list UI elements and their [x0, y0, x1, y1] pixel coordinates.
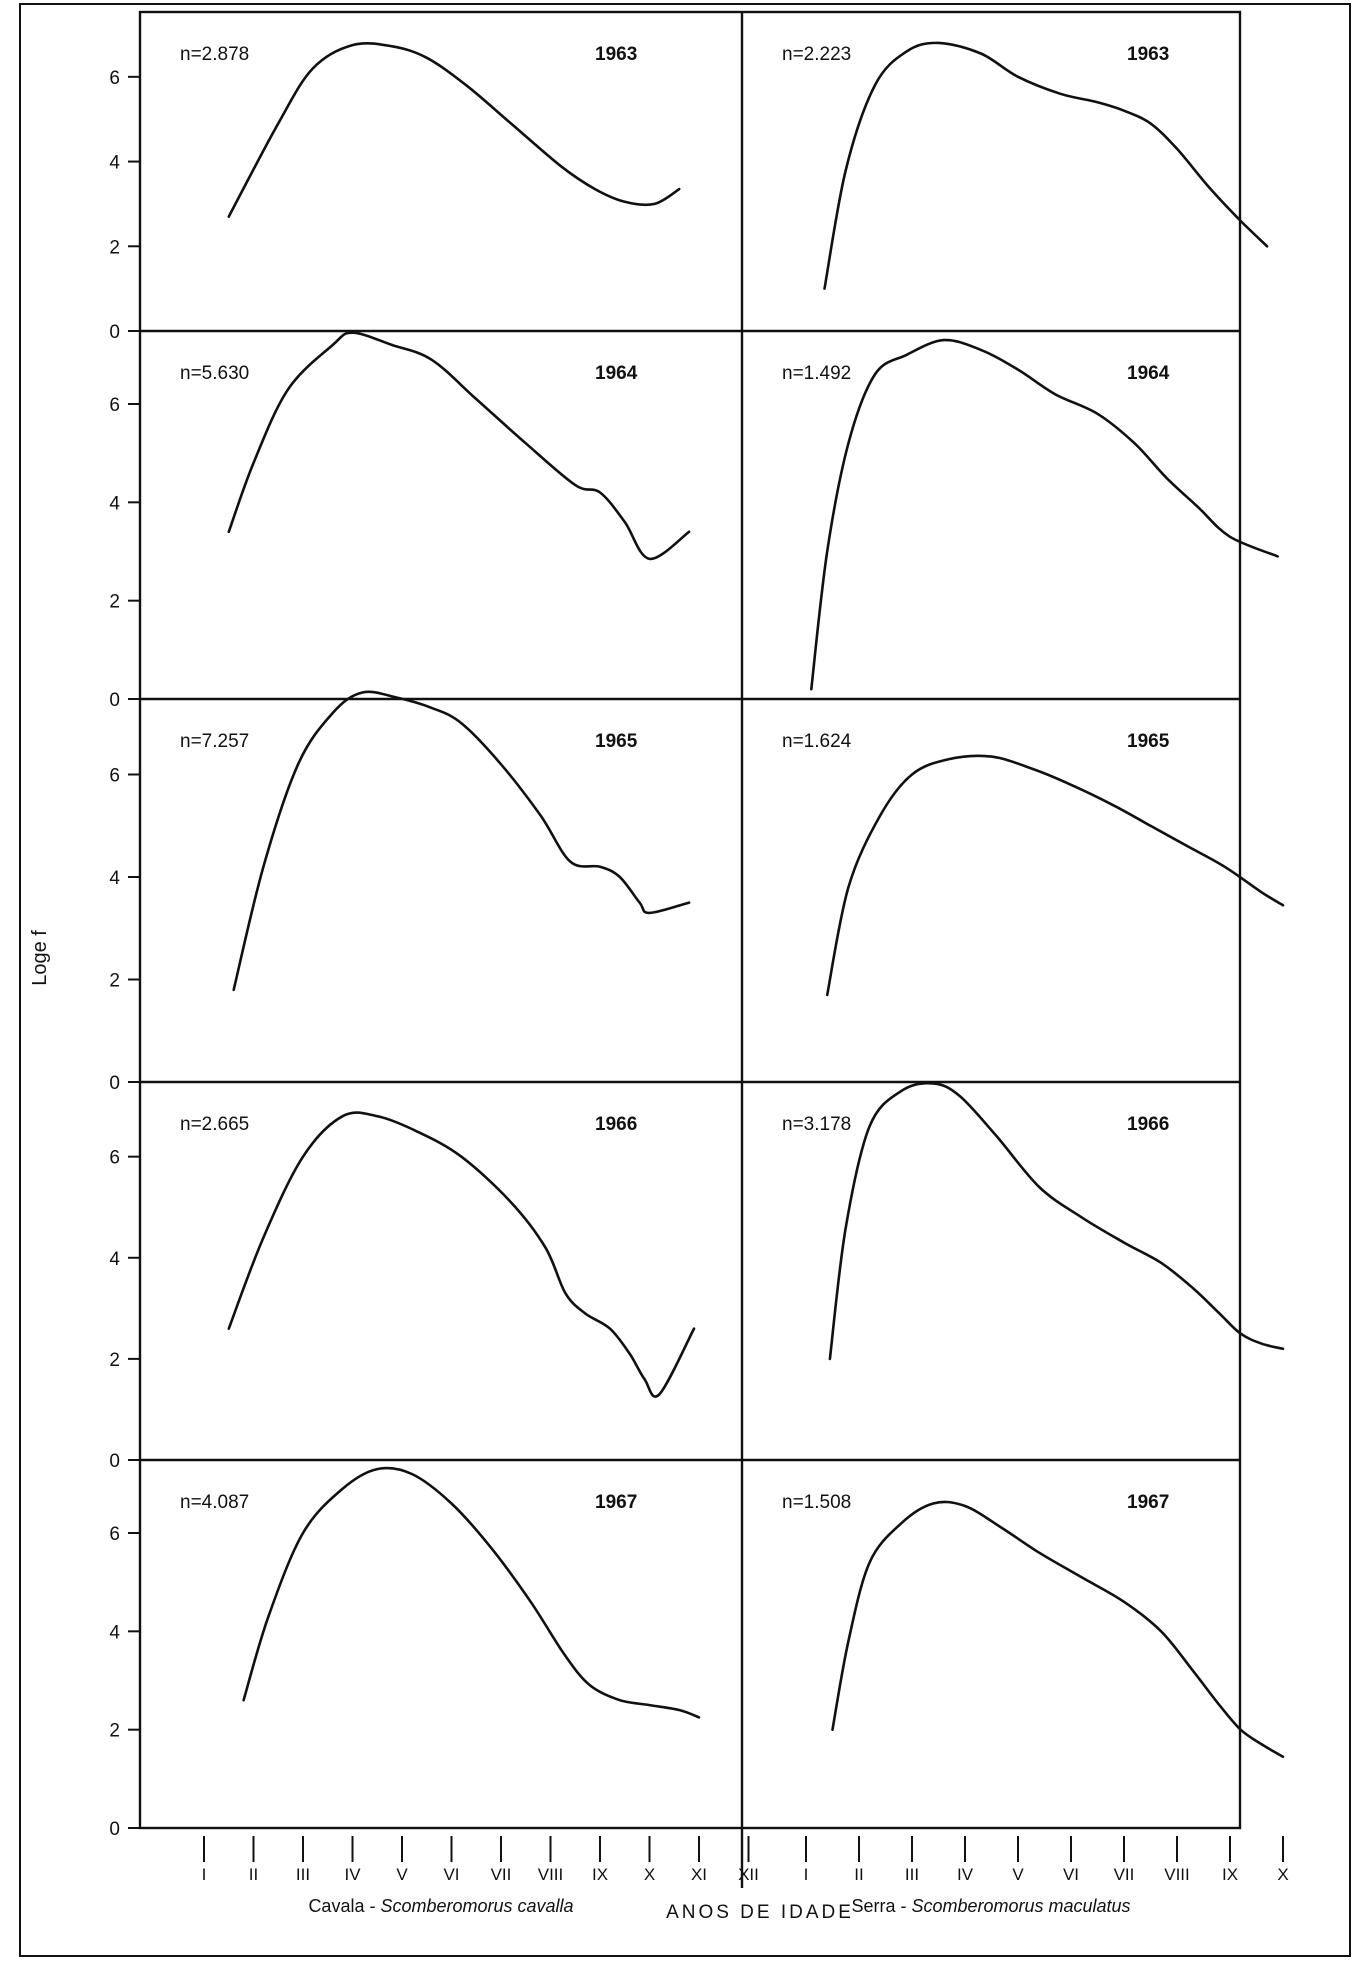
y-tick-label: 0	[109, 322, 120, 343]
year-label: 1964	[1127, 363, 1170, 384]
y-tick-label: 6	[109, 1148, 120, 1169]
series-line-cavala-1966	[227, 1111, 696, 1398]
x-axis-label: ANOS DE IDADE	[666, 1902, 854, 1923]
y-tick-label: 0	[109, 1073, 120, 1094]
year-label: 1967	[595, 1492, 637, 1513]
year-label: 1965	[595, 731, 638, 752]
y-tick-label: 6	[109, 766, 120, 787]
year-label: 1966	[595, 1114, 637, 1135]
sample-size-label: n=1.624	[782, 731, 852, 752]
year-label: 1963	[1127, 44, 1169, 65]
species-label: Cavala - Scomberomorus cavalla	[308, 1896, 573, 1916]
y-tick-label: 2	[109, 592, 120, 613]
sample-size-label: n=5.630	[180, 363, 249, 384]
y-tick-label: 6	[109, 68, 120, 89]
sample-size-label: n=2.223	[782, 44, 851, 65]
y-tick-label: 4	[109, 1622, 120, 1643]
x-tick-label: X	[644, 1865, 655, 1884]
x-tick-label: II	[249, 1865, 258, 1884]
panel-frame	[138, 10, 1242, 1830]
series-line-serra-1966	[828, 1081, 1285, 1361]
series-line-cavala-1964	[227, 331, 691, 561]
sample-size-label: n=2.878	[180, 44, 249, 65]
x-tick-label: IX	[1222, 1865, 1238, 1884]
sample-size-label: n=3.178	[782, 1114, 851, 1135]
x-tick-label: XII	[738, 1865, 759, 1884]
series-line-serra-1963	[823, 41, 1269, 290]
x-tick-label: IV	[957, 1865, 974, 1884]
y-tick-label: 4	[109, 153, 120, 174]
x-tick-label: V	[1012, 1865, 1024, 1884]
species-label: Serra - Scomberomorus maculatus	[851, 1896, 1130, 1916]
y-tick-label: 0	[109, 1819, 120, 1840]
page-border	[19, 3, 1351, 1957]
x-tick-label: X	[1277, 1865, 1288, 1884]
year-label: 1963	[595, 44, 637, 65]
series-line-serra-1964	[810, 338, 1279, 691]
y-tick-label: 2	[109, 1350, 120, 1371]
x-tick-label: IX	[592, 1865, 608, 1884]
y-tick-label: 0	[109, 690, 120, 711]
y-tick-label: 2	[109, 1721, 120, 1742]
x-tick-label: XI	[691, 1865, 707, 1884]
panel-grid: n=2.878 1963 n=5.630 1964 n=7.257 1965 n=2.665…	[19, 3, 1351, 1957]
x-tick-label: I	[202, 1865, 207, 1884]
y-tick-label: 4	[109, 868, 120, 889]
y-axis-label: Loge f	[29, 930, 51, 986]
y-tick-label: 6	[109, 1524, 120, 1545]
x-tick-label: II	[854, 1865, 863, 1884]
x-tick-label: III	[296, 1865, 310, 1884]
y-tick-label: 0	[109, 1451, 120, 1472]
sample-size-label: n=2.665	[180, 1114, 249, 1135]
series-line-cavala-1963	[227, 42, 681, 218]
y-tick-label: 2	[109, 971, 120, 992]
series-line-cavala-1965	[232, 690, 691, 992]
series-line-cavala-1967	[242, 1466, 701, 1719]
x-tick-label: V	[396, 1865, 408, 1884]
year-label: 1966	[1127, 1114, 1169, 1135]
sample-size-label: n=1.492	[782, 363, 851, 384]
series-line-serra-1967	[831, 1500, 1285, 1758]
x-tick-label: VII	[1114, 1865, 1135, 1884]
sample-size-label: n=7.257	[180, 731, 249, 752]
year-label: 1965	[1127, 731, 1170, 752]
x-tick-label: VIII	[1164, 1865, 1190, 1884]
year-label: 1967	[1127, 1492, 1169, 1513]
x-tick-label: IV	[344, 1865, 361, 1884]
y-axis: 0 2 4 6 0 2 4 6 0 2 4 6 0 2 4 6 0 2 4 6	[109, 68, 140, 1840]
series-line-serra-1965	[825, 754, 1285, 997]
year-label: 1964	[595, 363, 638, 384]
sample-size-label: n=1.508	[782, 1492, 851, 1513]
x-tick-label: VI	[1063, 1865, 1079, 1884]
x-tick-label: III	[905, 1865, 919, 1884]
sample-size-label: n=4.087	[180, 1492, 249, 1513]
y-tick-label: 6	[109, 395, 120, 416]
x-tick-label: VIII	[538, 1865, 564, 1884]
x-tick-label: VI	[443, 1865, 459, 1884]
x-tick-label: VII	[491, 1865, 512, 1884]
y-tick-label: 2	[109, 237, 120, 258]
y-tick-label: 4	[109, 493, 120, 514]
y-tick-label: 4	[109, 1249, 120, 1270]
x-tick-label: I	[804, 1865, 809, 1884]
